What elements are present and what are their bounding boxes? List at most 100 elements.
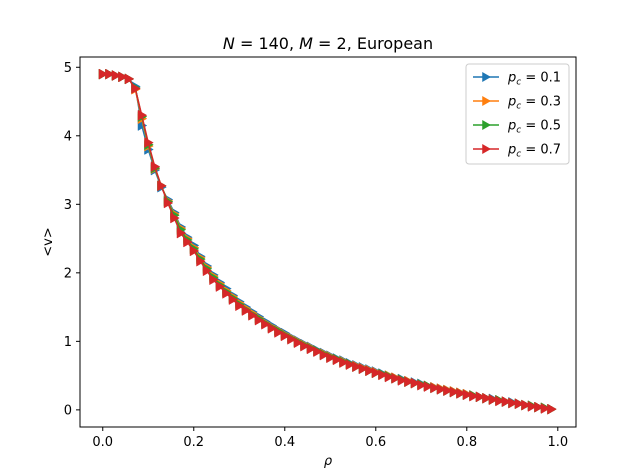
data-point <box>235 300 245 312</box>
data-point <box>105 68 115 80</box>
data-point <box>488 394 499 406</box>
data-point <box>176 227 187 239</box>
data-point <box>404 376 414 388</box>
data-point <box>534 401 544 413</box>
data-point <box>254 314 265 326</box>
data-point <box>202 265 213 277</box>
data-point <box>144 137 154 149</box>
data-point <box>209 274 219 286</box>
data-point <box>449 386 460 398</box>
data-point <box>417 379 427 391</box>
data-point <box>157 180 167 192</box>
legend-swatch-marker <box>482 96 491 106</box>
data-point <box>423 381 434 393</box>
data-point <box>358 363 369 375</box>
data-point <box>215 281 226 292</box>
data-point <box>98 68 109 80</box>
y-tick-label: 0 <box>64 403 72 418</box>
data-point <box>131 83 141 94</box>
data-point <box>170 212 180 224</box>
data-point <box>378 369 388 381</box>
data-point <box>183 236 193 248</box>
data-point <box>469 390 479 402</box>
data-point <box>306 343 317 355</box>
data-point <box>501 396 512 408</box>
data-point <box>345 359 356 371</box>
legend: pc = 0.1 pc = 0.3 pc = 0.5 pc = 0.7 <box>465 63 570 165</box>
data-point <box>248 309 258 321</box>
data-point <box>293 337 304 349</box>
data-point <box>287 333 297 345</box>
y-tick-label: 4 <box>64 129 72 144</box>
data-point <box>313 346 323 358</box>
data-point <box>410 377 421 389</box>
data-point <box>508 397 518 409</box>
data-point <box>280 330 291 342</box>
data-point <box>163 197 174 209</box>
x-axis-label: ρ <box>324 454 333 469</box>
legend-label: pc = 0.3 <box>507 95 561 112</box>
y-tick-label: 5 <box>64 61 72 76</box>
legend-entry: pc = 0.1 <box>473 71 561 88</box>
data-point <box>430 382 440 394</box>
data-point <box>365 365 375 377</box>
series-4 <box>98 68 557 415</box>
data-point <box>118 71 128 83</box>
data-point <box>495 395 505 407</box>
data-point <box>228 294 239 305</box>
data-point <box>462 389 473 401</box>
data-point <box>222 287 232 299</box>
data-point <box>521 399 531 411</box>
legend-label: pc = 0.5 <box>507 119 561 136</box>
data-point <box>319 349 330 361</box>
data-point <box>352 361 362 373</box>
data-point <box>241 305 252 316</box>
data-point <box>482 392 492 404</box>
data-point <box>443 385 453 397</box>
data-point <box>326 352 336 364</box>
series-layer <box>98 68 557 415</box>
y-tick-label: 2 <box>64 266 72 281</box>
y-tick-label: 3 <box>64 198 72 213</box>
data-point <box>384 371 395 383</box>
data-point <box>137 109 148 121</box>
data-point <box>547 403 557 415</box>
data-point <box>261 318 271 330</box>
legend-swatch-marker <box>482 72 491 82</box>
data-point <box>475 391 486 403</box>
legend-swatch-marker <box>482 144 491 154</box>
data-point <box>124 73 135 85</box>
y-axis-label: <v> <box>41 227 56 256</box>
data-point <box>540 403 551 414</box>
data-point <box>456 387 466 399</box>
data-point <box>391 372 401 384</box>
data-point <box>339 357 349 369</box>
data-point <box>196 255 206 267</box>
data-point <box>274 327 284 338</box>
legend-entry: pc = 0.5 <box>473 119 561 136</box>
data-point <box>371 367 382 379</box>
legend-entry: pc = 0.7 <box>473 143 561 160</box>
plot-frame <box>79 56 577 428</box>
legend-label: pc = 0.7 <box>507 143 561 160</box>
data-point <box>436 383 447 395</box>
legend-entry: pc = 0.3 <box>473 95 561 112</box>
data-point <box>514 398 525 410</box>
x-tick-label: 1.0 <box>547 435 568 450</box>
legend-label: pc = 0.1 <box>507 71 561 88</box>
data-point <box>300 340 310 352</box>
y-tick-label: 1 <box>64 335 72 350</box>
data-point <box>397 374 408 386</box>
legend-box <box>465 63 570 165</box>
chart-title: N = 140, M = 2, European <box>223 34 433 53</box>
y-axis-ticks: 0 1 2 3 4 5 <box>64 61 80 418</box>
data-point <box>332 354 343 366</box>
data-point <box>111 70 122 81</box>
data-point <box>189 245 200 257</box>
x-tick-label: 0.6 <box>365 435 386 450</box>
data-point <box>527 401 538 412</box>
x-tick-label: 0.0 <box>92 435 113 450</box>
x-axis-ticks: 0.0 0.2 0.4 0.6 0.8 1.0 <box>92 427 568 450</box>
x-tick-label: 0.8 <box>456 435 477 450</box>
